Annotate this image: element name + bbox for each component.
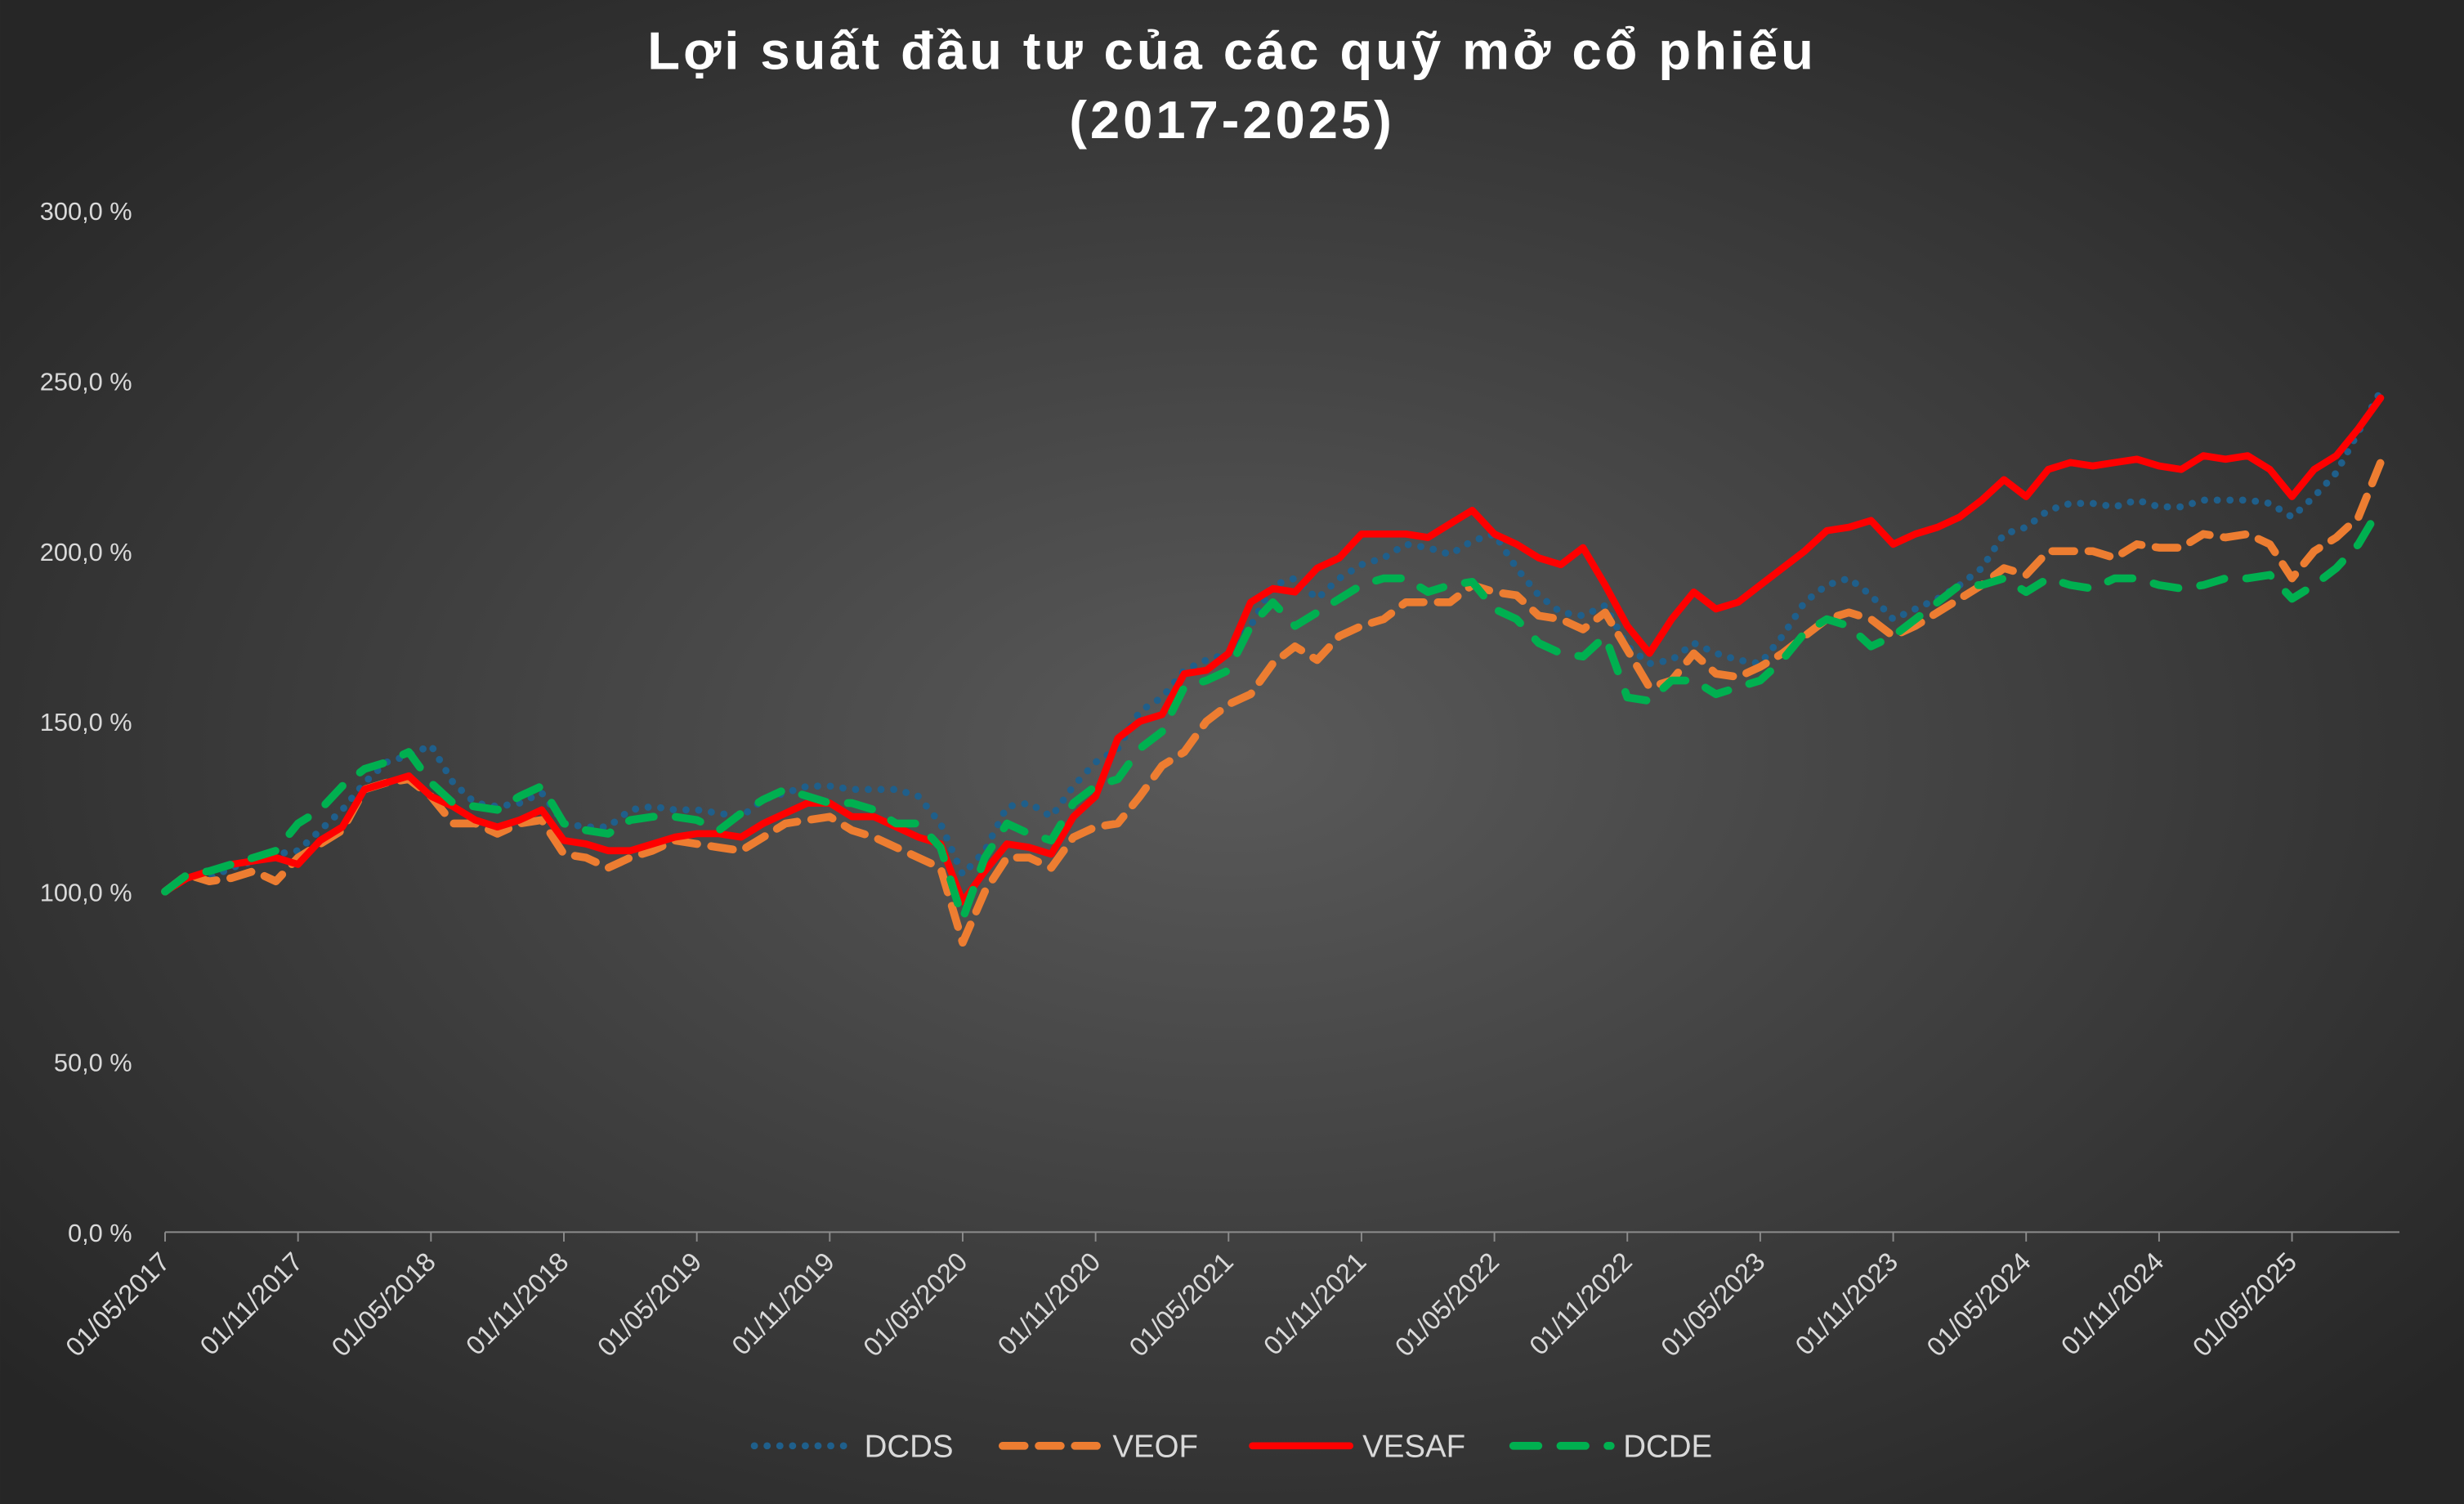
chart-title: Lợi suất đầu tư của các quỹ mở cổ phiếu xyxy=(647,21,1817,81)
chart-subtitle: (2017-2025) xyxy=(1069,90,1394,150)
series-line xyxy=(161,503,2385,923)
y-tick-label: 50,0 % xyxy=(54,1049,132,1077)
legend-label: VEOF xyxy=(1112,1429,1198,1464)
legend-label: DCDS xyxy=(865,1429,954,1464)
y-tick-label: 0,0 % xyxy=(68,1219,132,1247)
legend-label: DCDE xyxy=(1623,1429,1712,1464)
y-tick-label: 200,0 % xyxy=(40,538,132,566)
y-tick-label: 250,0 % xyxy=(40,367,132,396)
y-tick-label: 100,0 % xyxy=(40,878,132,906)
legend-label: VESAF xyxy=(1362,1429,1465,1464)
series-line xyxy=(161,394,2385,906)
series-line xyxy=(161,387,2385,896)
series-line xyxy=(161,459,2385,947)
y-tick-label: 300,0 % xyxy=(40,197,132,226)
y-tick-label: 150,0 % xyxy=(40,708,132,736)
